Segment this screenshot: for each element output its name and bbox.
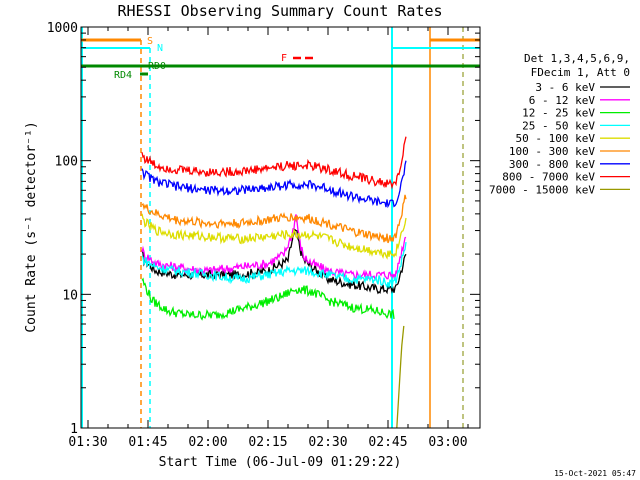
x-tick-label-1: 01:45 <box>128 435 167 450</box>
flag-s: S <box>147 36 153 47</box>
series-line-2 <box>141 277 395 321</box>
y-axis-label: Count Rate (s⁻¹ detector⁻¹) <box>24 121 39 332</box>
y-axis: 1 10 100 1000 <box>47 21 480 437</box>
flag-rd4: RD4 <box>114 70 132 81</box>
legend-label-0: 3 - 6 keV <box>535 81 595 94</box>
x-tick-label-3: 02:15 <box>248 435 287 450</box>
legend-label-3: 25 - 50 keV <box>522 119 595 132</box>
series-line-5 <box>141 194 407 244</box>
timestamp: 15-Oct-2021 05:47 <box>554 469 636 478</box>
y-tick-label-0: 1 <box>70 422 78 437</box>
plot-frame <box>80 26 481 429</box>
series-line-3 <box>141 242 407 289</box>
x-tick-label-2: 02:00 <box>188 435 227 450</box>
x-tick-label-4: 02:30 <box>308 435 347 450</box>
legend-label-5: 100 - 300 keV <box>509 145 595 158</box>
legend-label-2: 12 - 25 keV <box>522 107 595 120</box>
legend-label-8: 7000 - 15000 keV <box>489 183 595 196</box>
chart-title: RHESSI Observing Summary Count Rates <box>117 2 442 20</box>
flag-n: N <box>157 43 163 54</box>
series-layer <box>141 136 407 429</box>
series-line-6 <box>141 160 407 209</box>
legend-header-2: FDecim 1, Att 0 <box>531 66 630 79</box>
series-line-8 <box>396 325 405 429</box>
legend-label-6: 300 - 800 keV <box>509 158 595 171</box>
x-axis-label: Start Time (06-Jul-09 01:29:22) <box>159 455 402 470</box>
x-tick-label-6: 03:00 <box>428 435 467 450</box>
y-tick-label-2: 100 <box>55 155 78 170</box>
x-axis: 01:30 01:45 02:00 02:15 02:30 02:45 03:00 <box>68 27 469 450</box>
y-tick-label-3: 1000 <box>47 21 78 36</box>
legend-header-1: Det 1,3,4,5,6,9, <box>524 52 630 65</box>
x-tick-label-5: 02:45 <box>368 435 407 450</box>
y-tick-label-1: 10 <box>62 288 78 303</box>
flag-rd0: RD0 <box>148 61 166 72</box>
legend-label-1: 6 - 12 keV <box>529 94 596 107</box>
legend-label-4: 50 - 100 keV <box>516 132 596 145</box>
series-line-7 <box>141 136 407 190</box>
legend: Det 1,3,4,5,6,9, FDecim 1, Att 0 3 - 6 k… <box>489 52 630 196</box>
legend-label-7: 800 - 7000 keV <box>502 171 595 184</box>
series-line-4 <box>141 213 407 260</box>
flag-f: F <box>281 53 287 64</box>
series-line-1 <box>141 214 407 280</box>
state-bars: SN F RD0 RD4 <box>81 27 480 428</box>
x-tick-label-0: 01:30 <box>68 435 107 450</box>
